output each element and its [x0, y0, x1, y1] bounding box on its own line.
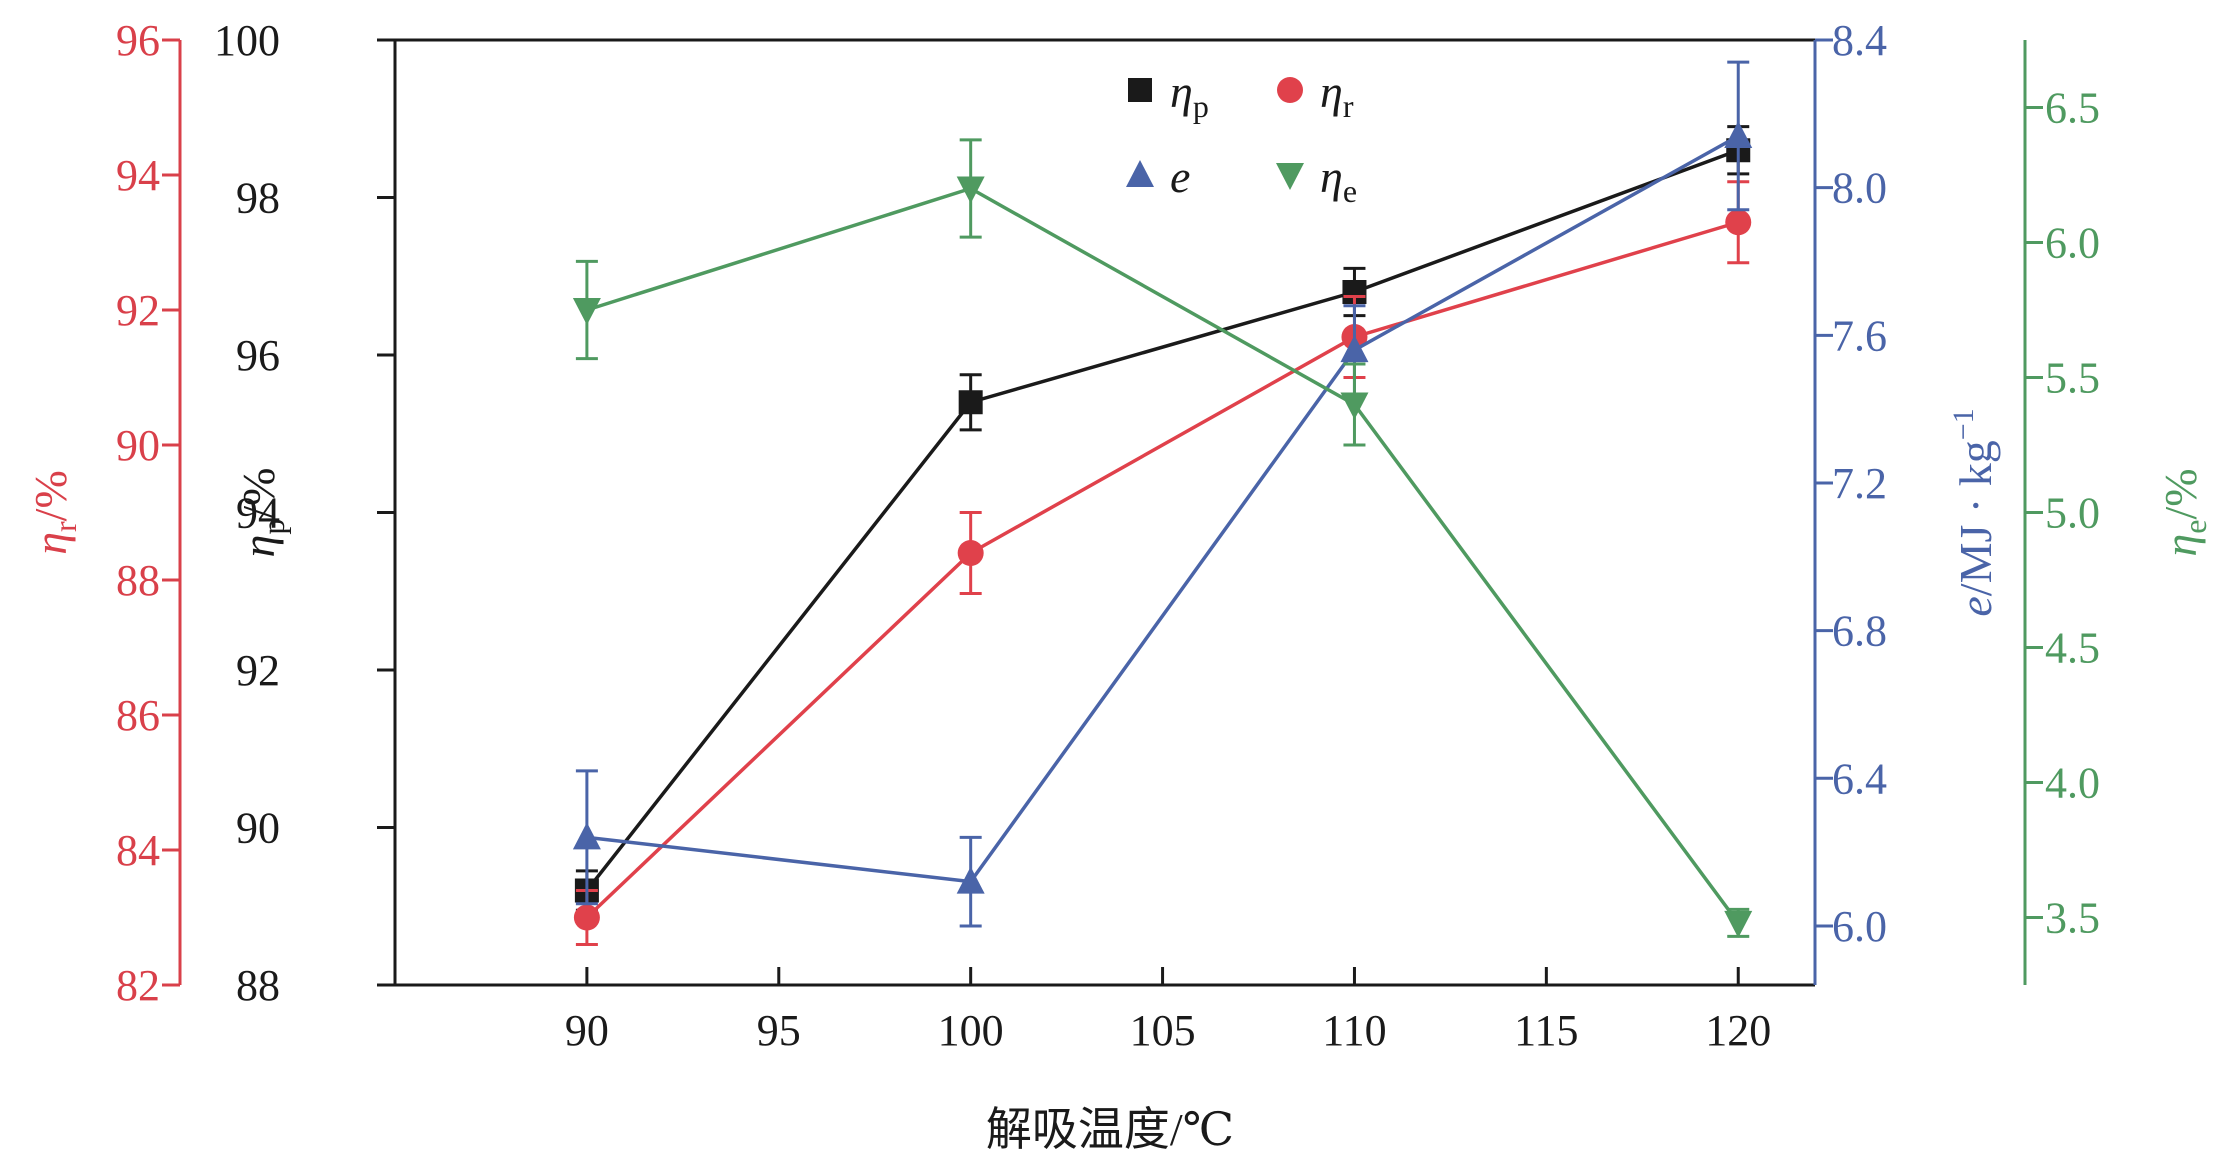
tick-label-r-6: 94 — [116, 151, 160, 200]
tick-label-p-1: 90 — [236, 804, 280, 853]
x-tick-label-0: 90 — [565, 1006, 609, 1055]
tick-label-ee-2: 4.5 — [2045, 624, 2100, 673]
legend-label-r: ηr — [1320, 66, 1354, 124]
tick-label-p-6: 100 — [214, 16, 280, 65]
series-line-p — [585, 148, 1739, 892]
x-tick-label-5: 115 — [1514, 1006, 1578, 1055]
tick-label-r-3: 88 — [116, 556, 160, 605]
point-ee-2 — [1340, 392, 1369, 420]
point-p-1 — [958, 390, 983, 415]
e-axis: 6.0 6.4 6.8 7.2 7.6 8.0 8.4 e/MJ · kg−1 — [1813, 16, 2001, 985]
tick-label-ee-4: 5.5 — [2045, 354, 2100, 403]
tick-label-p-4: 96 — [236, 331, 280, 380]
tick-label-p-0: 88 — [236, 961, 280, 1010]
tick-label-r-5: 92 — [116, 286, 160, 335]
series-line-ee — [586, 186, 1740, 924]
x-tick-label-2: 100 — [938, 1006, 1004, 1055]
legend-marker-r — [1277, 77, 1303, 103]
tick-label-e-6: 8.4 — [1832, 16, 1887, 65]
x-tick-label-3: 105 — [1130, 1006, 1196, 1055]
eta-e-axis: 3.5 4.0 4.5 5.0 5.5 6.0 6.5 ηe/% — [2023, 40, 2213, 985]
legend-marker-p — [1128, 78, 1152, 102]
x-axis-title: 解吸温度/℃ — [986, 1104, 1234, 1155]
point-e-3 — [1724, 120, 1753, 148]
axis-title-p: ηp/% — [233, 468, 291, 558]
tick-label-e-1: 6.4 — [1832, 754, 1887, 803]
tick-label-e-0: 6.0 — [1832, 902, 1887, 951]
tick-label-e-3: 7.2 — [1832, 459, 1887, 508]
legend-marker-e — [1126, 160, 1154, 187]
series-line-r — [585, 220, 1739, 919]
legend: ηp ηr e ηe — [1126, 66, 1357, 209]
tick-label-ee-0: 3.5 — [2045, 894, 2100, 943]
point-e-1 — [956, 866, 985, 894]
tick-label-ee-1: 4.0 — [2045, 759, 2100, 808]
tick-label-r-7: 96 — [116, 16, 160, 65]
point-r-3 — [1725, 209, 1752, 236]
point-ee-0 — [572, 298, 601, 325]
tick-label-p-2: 92 — [236, 646, 280, 695]
tick-label-e-4: 7.6 — [1832, 311, 1887, 360]
legend-label-ee: ηe — [1320, 151, 1357, 209]
point-r-1 — [957, 540, 984, 566]
tick-label-r-0: 82 — [116, 961, 160, 1010]
eta-r-axis: 82 84 86 88 90 92 94 96 ηr/% — [25, 16, 182, 1010]
tick-label-p-5: 98 — [236, 174, 280, 223]
point-e-0 — [572, 822, 601, 850]
point-e-2 — [1340, 335, 1369, 363]
point-r-0 — [573, 904, 600, 931]
tick-label-ee-6: 6.5 — [2045, 84, 2100, 133]
series-layer — [572, 60, 1753, 946]
tick-label-r-4: 90 — [116, 421, 160, 470]
axis-title-r: ηr/% — [25, 470, 83, 555]
point-ee-1 — [956, 176, 985, 204]
x-tick-label-1: 95 — [757, 1006, 801, 1055]
x-tick-label-4: 110 — [1322, 1006, 1386, 1055]
point-ee-3 — [1724, 910, 1753, 938]
tick-label-ee-5: 6.0 — [2045, 219, 2100, 268]
plot-frame — [395, 38, 1815, 987]
tick-label-e-5: 8.0 — [1832, 164, 1887, 213]
x-axis: 90 95 100 105 110 115 120 — [565, 967, 1771, 1055]
tick-label-ee-3: 5.0 — [2045, 489, 2100, 538]
axis-title-e: e/MJ · kg−1 — [1947, 408, 2001, 616]
tick-label-e-2: 6.8 — [1832, 607, 1887, 656]
axis-title-ee: ηe/% — [2155, 468, 2213, 556]
tick-label-r-2: 86 — [116, 691, 160, 740]
tick-label-r-1: 84 — [116, 826, 160, 875]
legend-label-e: e — [1170, 151, 1190, 202]
tick-label-p-3: 94 — [236, 489, 280, 538]
legend-label-p: ηp — [1170, 66, 1209, 124]
series-line-e — [586, 134, 1740, 884]
eta-p-axis: 88 90 92 94 96 98 100 ηp/% — [214, 16, 397, 1010]
legend-marker-ee — [1276, 163, 1304, 190]
x-tick-label-6: 120 — [1705, 1006, 1771, 1055]
